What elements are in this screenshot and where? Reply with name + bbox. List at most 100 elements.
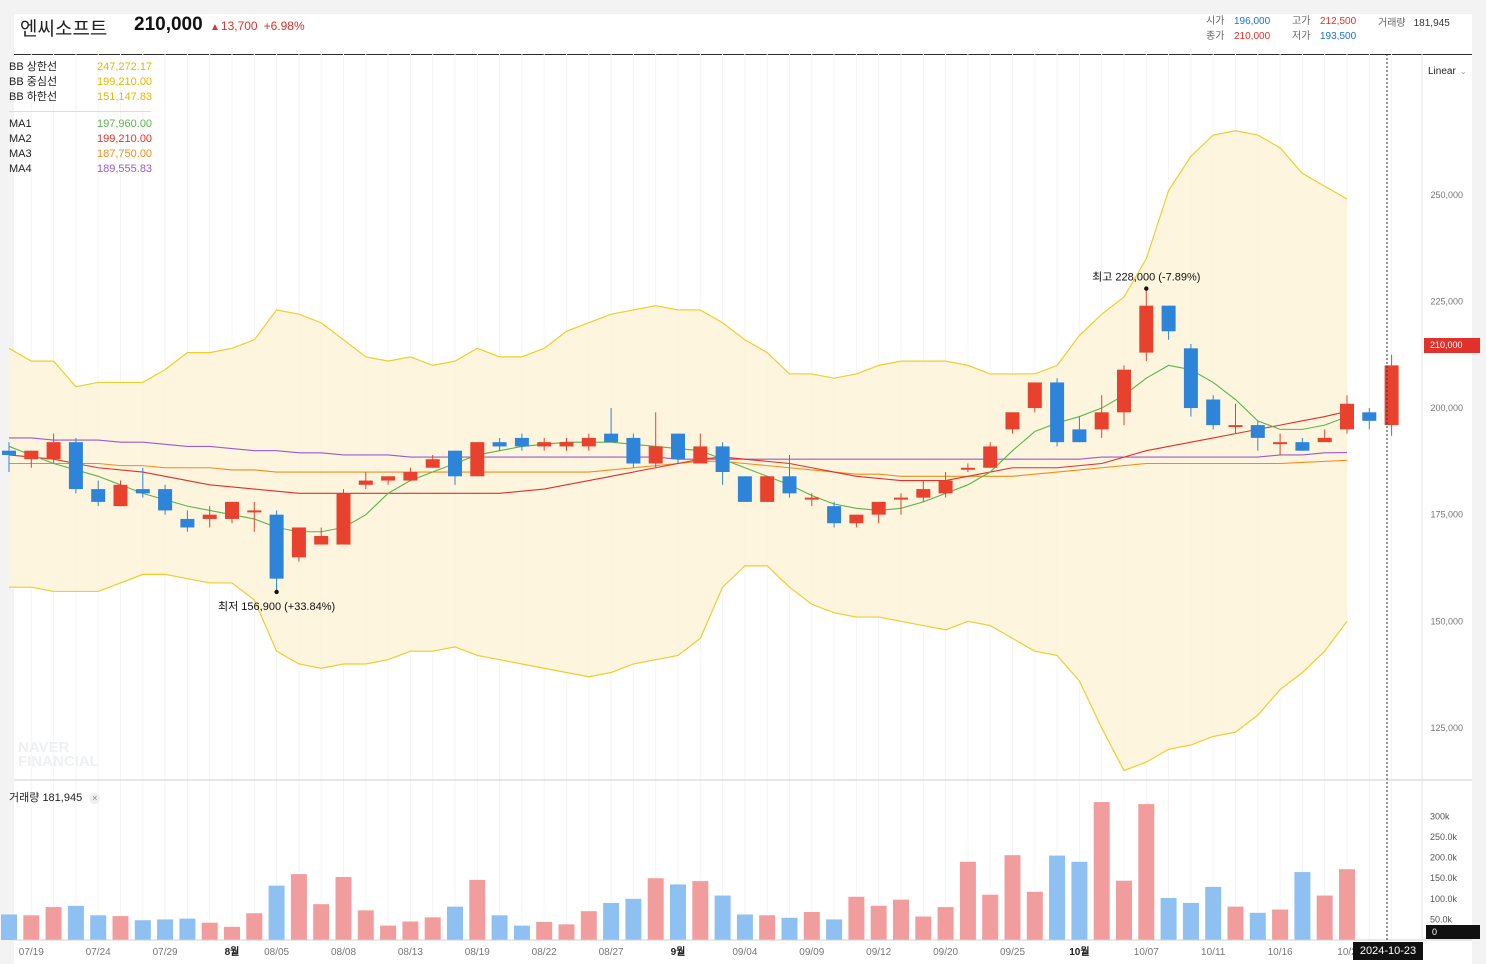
candle-body [1384, 365, 1399, 426]
volume-bar [1294, 872, 1311, 940]
volume-tick-label: 200.0k [1430, 853, 1458, 863]
candle [849, 514, 864, 528]
candle [180, 510, 195, 532]
watermark-line-2: FINANCIAL [18, 753, 99, 770]
candle-body [559, 442, 574, 447]
close-value: 210,000 [1234, 31, 1271, 42]
open-value: 196,000 [1234, 16, 1271, 27]
candle [537, 437, 552, 451]
candle-body [715, 446, 730, 473]
candle [827, 501, 842, 528]
candle [46, 433, 61, 464]
change-percent: +6.98% [263, 19, 305, 33]
date-tick-label: 09/25 [1000, 947, 1025, 958]
volume-bar [1339, 869, 1355, 940]
volume-tick-label: 100.0k [1430, 894, 1458, 904]
volume-panel-legend: 거래량 181,945 × [9, 789, 101, 805]
candle [1228, 403, 1243, 434]
price-tick-label: 250,000 [1430, 190, 1463, 200]
candle [2, 442, 16, 473]
volume-bar [201, 922, 218, 940]
candle [336, 489, 351, 545]
candle [1117, 365, 1131, 426]
candle-body [470, 442, 485, 477]
candle [1384, 354, 1399, 436]
volume-bar [290, 874, 307, 940]
close-label: 종가 [1206, 31, 1225, 42]
candle [648, 412, 663, 468]
volume-bar [826, 919, 843, 940]
candle-body [314, 536, 329, 545]
volume-tick-label: 300k [1430, 811, 1450, 821]
volume-bar [803, 912, 820, 940]
date-tick-label: 09/09 [799, 947, 824, 958]
volume-bar [268, 885, 285, 940]
ohlc-high-low: 고가 212,500 저가 193,500 [1292, 14, 1356, 44]
scale-toggle-button[interactable]: Linear ⌄ [1428, 66, 1467, 77]
candle-body [448, 450, 462, 477]
volume-bar [447, 906, 463, 940]
candle-body [291, 527, 306, 558]
date-axis: 07/19 07/24 07/29 8월 08/05 08/08 08/13 08/19 08/… [19, 946, 1357, 958]
volume-bar [1004, 855, 1021, 940]
candle [671, 433, 685, 464]
date-tick-label: 10/2 [1337, 947, 1357, 958]
candle-body [604, 433, 619, 443]
header-volume: 거래량 181,945 [1378, 14, 1450, 29]
candle [135, 467, 150, 498]
chevron-down-icon: ⌄ [1459, 67, 1467, 76]
legend-ma3: MA3 187,750.00 [9, 147, 152, 162]
date-tick-label: 08/19 [465, 947, 490, 958]
date-tick-label: 10/16 [1268, 947, 1293, 958]
volume-bar [1272, 909, 1289, 940]
candle [983, 442, 998, 468]
legend-bb-middle: BB 중심선 199,210.00 [9, 75, 152, 90]
volume-bar [1138, 804, 1155, 940]
candle-body [1273, 442, 1288, 445]
candle-body [626, 437, 641, 464]
volume-bar [870, 905, 887, 940]
candle [381, 476, 396, 485]
candle-body [938, 480, 953, 494]
candle [1050, 378, 1065, 447]
candle-body [24, 450, 39, 460]
volume-bar [357, 910, 374, 940]
candle [1183, 344, 1198, 417]
volume-bar [491, 915, 508, 940]
candle [314, 527, 329, 545]
candle-body [894, 497, 908, 500]
legend-label: MA4 [9, 163, 32, 175]
low-label: 최저 156,900 (+33.84%) [218, 600, 335, 613]
volume-bars [1, 802, 1355, 940]
date-tick-label: 10/07 [1134, 947, 1159, 958]
candle-body [1228, 425, 1243, 428]
volume-bar [1026, 891, 1043, 940]
volume-bar [1316, 895, 1333, 940]
candle [1206, 395, 1221, 430]
volume-bar [781, 917, 798, 940]
volume-panel-value: 181,945 [42, 792, 83, 804]
candle [1340, 395, 1354, 434]
legend-label: MA3 [9, 148, 32, 160]
candle [1362, 408, 1377, 430]
candle-body [1340, 403, 1354, 430]
legend-label: BB 하한선 [9, 91, 58, 103]
close-icon[interactable]: × [89, 792, 101, 804]
candle-body [1072, 429, 1087, 443]
annotations: 최고 228,000 (-7.89%) 최저 156,900 (+33.84%) [218, 271, 1200, 613]
date-tick-label: 09/20 [933, 947, 958, 958]
candle-body [1027, 382, 1042, 409]
candle [448, 450, 462, 485]
volume-bar [982, 894, 999, 940]
candle [425, 454, 440, 468]
volume-bar [224, 926, 240, 940]
candle-body [916, 489, 931, 498]
volume-bar [335, 877, 352, 940]
quote-header: 엔씨소프트 210,000 ▲13,700 +6.98% 시가 196,000 종가… [14, 14, 1472, 55]
candle-body [1295, 442, 1310, 451]
candle [804, 493, 819, 507]
candle-body [1050, 382, 1065, 443]
change-amount: 13,700 [220, 19, 258, 33]
bollinger-upper-line [8, 130, 1348, 388]
